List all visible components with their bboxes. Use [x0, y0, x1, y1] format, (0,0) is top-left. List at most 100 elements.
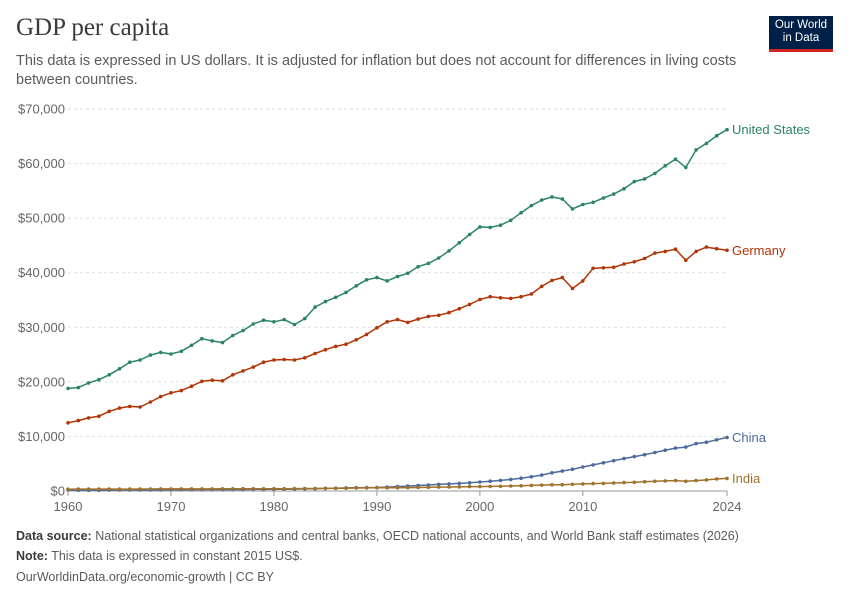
- data-point: [200, 379, 204, 384]
- data-point: [611, 192, 616, 196]
- data-point: [128, 404, 132, 409]
- series-label: China: [732, 430, 767, 445]
- data-point: [653, 479, 657, 484]
- y-tick-label: $20,000: [18, 374, 65, 389]
- x-tick-label: 1960: [54, 499, 83, 514]
- series-label: United States: [732, 122, 811, 137]
- data-point: [725, 248, 729, 253]
- x-tick-label: 2010: [568, 499, 597, 514]
- data-point: [86, 487, 91, 491]
- data-point: [251, 365, 256, 369]
- data-point: [653, 450, 657, 455]
- data-point: [436, 485, 441, 489]
- data-point: [76, 418, 81, 423]
- data-point: [138, 358, 142, 362]
- y-tick-label: $10,000: [18, 429, 65, 444]
- data-point: [529, 203, 534, 208]
- data-point: [519, 294, 523, 299]
- data-point: [539, 198, 544, 202]
- data-point: [725, 127, 729, 132]
- data-point: [76, 385, 81, 390]
- data-point: [601, 461, 606, 465]
- data-point: [354, 486, 359, 490]
- data-point: [179, 388, 184, 393]
- data-point: [395, 485, 400, 490]
- credit-link[interactable]: OurWorldinData.org/economic-growth | CC …: [16, 570, 274, 584]
- data-point: [694, 148, 698, 152]
- chart-title: GDP per capita: [16, 14, 170, 41]
- data-point: [313, 351, 317, 356]
- data-point: [416, 485, 420, 490]
- data-point: [653, 251, 657, 255]
- data-point: [272, 358, 276, 362]
- data-point: [591, 200, 595, 205]
- data-point: [684, 165, 688, 170]
- data-point: [344, 342, 348, 347]
- series-lines: [66, 127, 729, 493]
- data-point: [725, 476, 729, 481]
- data-point: [292, 486, 297, 491]
- data-point: [478, 484, 482, 489]
- data-point: [97, 377, 101, 382]
- data-point: [313, 486, 317, 491]
- data-point: [570, 286, 575, 291]
- data-point: [138, 405, 142, 409]
- data-point: [447, 249, 451, 253]
- data-point: [189, 487, 194, 491]
- data-point: [138, 487, 142, 491]
- series-line: [67, 246, 728, 424]
- data-point: [560, 482, 565, 487]
- data-point: [395, 274, 400, 279]
- x-tick-label: 1990: [362, 499, 391, 514]
- data-point: [673, 247, 678, 251]
- data-point: [478, 225, 482, 229]
- data-point: [107, 487, 111, 491]
- data-point: [684, 479, 688, 484]
- data-point: [509, 477, 513, 482]
- data-point: [560, 469, 565, 473]
- data-point: [663, 249, 667, 254]
- data-point: [179, 349, 184, 354]
- data-point: [128, 487, 132, 491]
- data-point: [457, 485, 462, 489]
- data-point: [323, 299, 328, 304]
- data-point: [303, 356, 307, 360]
- series-india: [66, 476, 729, 492]
- data-point: [66, 386, 70, 391]
- data-point: [406, 485, 410, 490]
- data-point: [426, 314, 431, 319]
- data-point: [570, 482, 575, 487]
- data-point: [539, 473, 544, 477]
- data-point: [406, 271, 410, 276]
- data-point: [333, 486, 338, 491]
- data-point: [591, 463, 595, 467]
- owid-logo[interactable]: Our World in Data: [769, 16, 833, 52]
- data-point: [323, 486, 328, 491]
- data-point: [200, 487, 204, 491]
- data-point: [601, 196, 606, 200]
- data-point: [550, 195, 554, 199]
- data-point: [488, 479, 493, 484]
- data-point: [231, 333, 235, 338]
- data-point: [519, 484, 523, 488]
- data-point: [581, 279, 585, 283]
- data-point: [303, 486, 307, 491]
- data-point: [632, 480, 637, 485]
- data-point: [529, 483, 534, 488]
- data-point: [632, 454, 637, 459]
- note-label: Note:: [16, 549, 48, 563]
- data-point: [375, 326, 379, 330]
- data-point: [642, 479, 647, 484]
- data-point: [684, 445, 688, 449]
- data-point: [642, 452, 647, 457]
- data-point: [684, 258, 688, 263]
- data-point: [117, 367, 122, 371]
- data-point: [282, 486, 287, 491]
- data-point: [581, 465, 585, 469]
- data-point: [292, 358, 297, 362]
- y-tick-label: $60,000: [18, 156, 65, 171]
- data-point: [560, 197, 565, 201]
- logo-line-1: Our World: [774, 19, 828, 31]
- data-point: [611, 481, 616, 485]
